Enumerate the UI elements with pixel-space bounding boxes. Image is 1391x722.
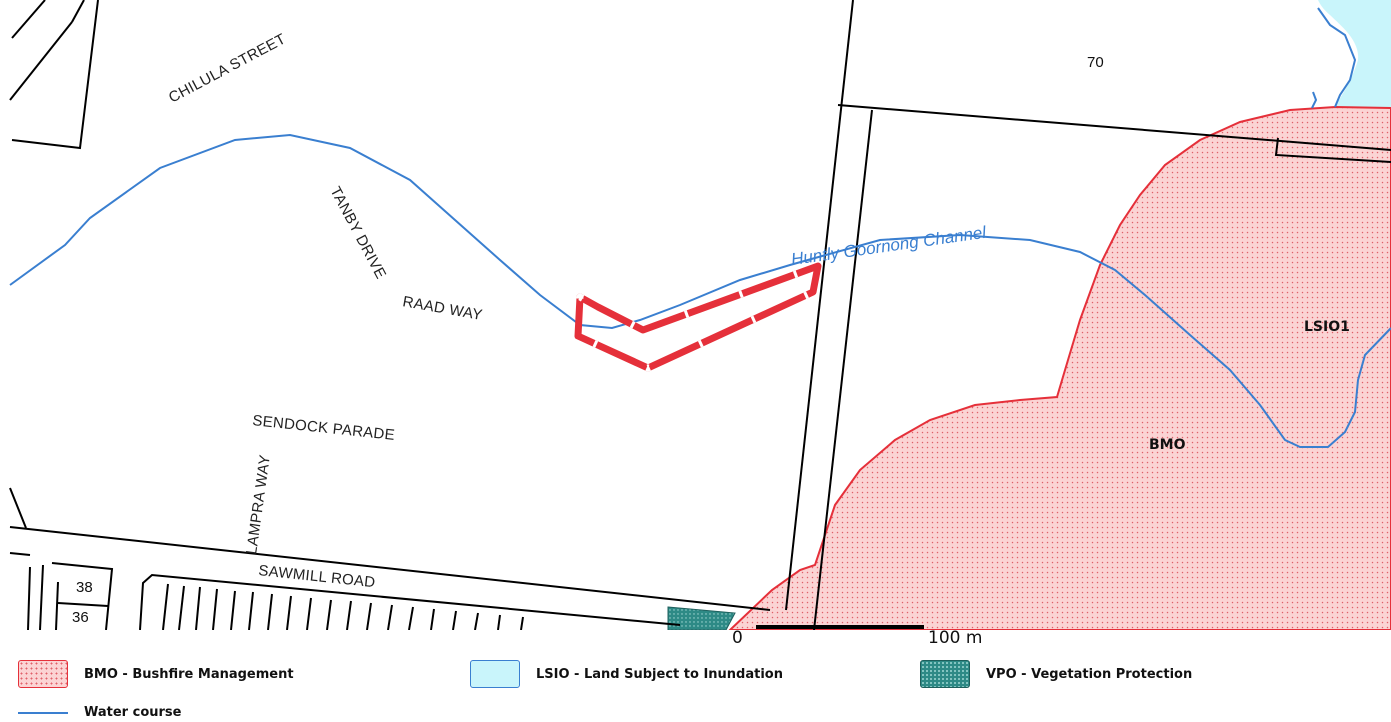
water-course-line-icon [18,711,68,714]
bmo-zone [728,105,1391,630]
legend-label-water: Water course [84,705,182,720]
water-courses [9,7,1391,448]
legend-item-water: Water course [18,705,181,720]
lot-number-38: 38 [76,579,93,596]
legend-item-vpo: VPO - Vegetation Protection [920,660,1192,688]
street-label-lampra: LAMPRA WAY [243,454,274,556]
vpo-swatch-icon [920,660,970,688]
scale-bar [756,625,924,629]
legend-item-lsio: LSIO - Land Subject to Inundation [470,660,783,688]
lot-number-70: 70 [1087,54,1104,71]
street-label-tanby: TANBY DRIVE [326,184,389,282]
scale-label-start: 0 [732,628,743,648]
subject-site-outline[interactable] [574,262,822,372]
property-boundaries [9,0,1391,630]
legend-label-lsio: LSIO - Land Subject to Inundation [536,666,783,682]
vpo-zone [667,606,736,630]
map-legend: BMO - Bushfire Management LSIO - Land Su… [0,630,1391,722]
zone-label-lsio1: LSIO1 [1304,319,1350,335]
zone-label-bmo: BMO [1149,437,1186,453]
planning-map[interactable]: CHILULA STREET TANBY DRIVE RAAD WAY SEND… [0,0,1391,630]
lsio-zone [1318,0,1391,110]
water-course-label: Huntly Goornong Channel [790,223,989,269]
street-label-chilula: CHILULA STREET [166,30,289,106]
lsio-swatch-icon [470,660,520,688]
legend-label-vpo: VPO - Vegetation Protection [986,666,1193,682]
street-label-sendock: SENDOCK PARADE [252,412,396,444]
lot-number-36: 36 [72,609,89,626]
scale-label-end: 100 m [928,628,983,648]
legend-label-bmo: BMO - Bushfire Management [84,666,294,682]
street-label-raad: RAAD WAY [401,293,483,324]
bmo-swatch-icon [18,660,68,688]
legend-item-bmo: BMO - Bushfire Management [18,660,294,688]
